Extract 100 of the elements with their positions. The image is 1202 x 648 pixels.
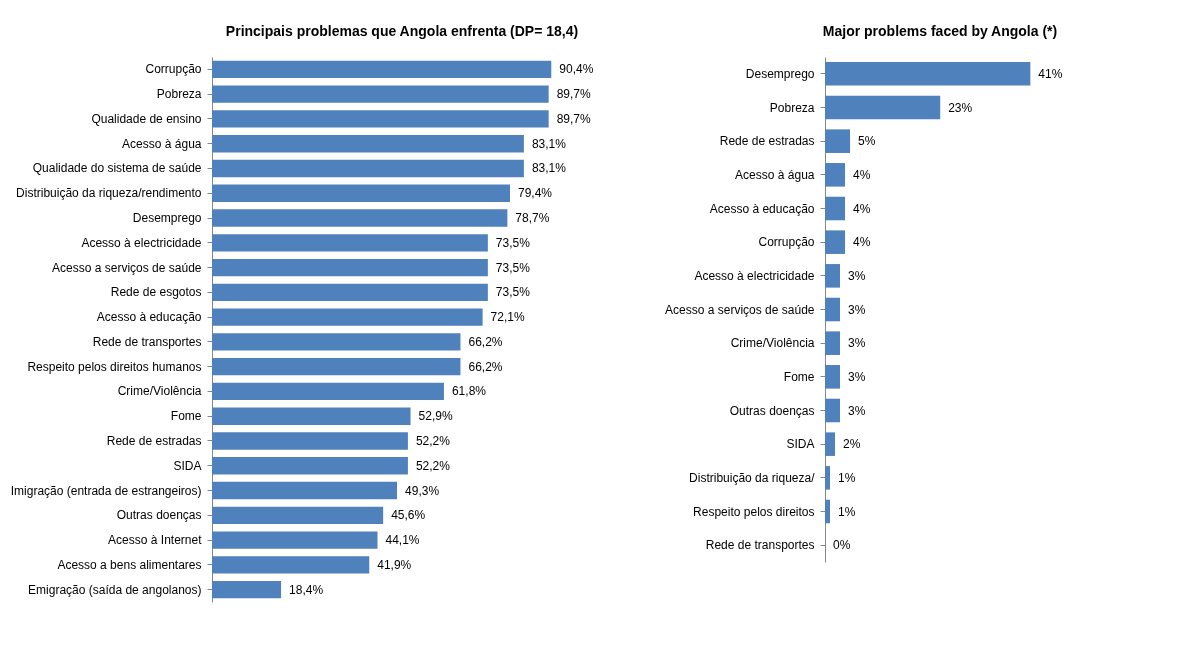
bar: [212, 457, 408, 475]
data-label: 3%: [848, 302, 866, 317]
data-label: 52,2%: [415, 458, 451, 473]
data-label: 61,8%: [451, 384, 487, 399]
data-label: 3%: [848, 336, 866, 351]
bar: [212, 258, 488, 277]
data-label: 3%: [848, 403, 866, 418]
data-label: 83,1%: [531, 136, 567, 151]
bar: [825, 95, 941, 120]
y-tick-label: Distribuição da riqueza/: [689, 470, 816, 485]
y-tick-label: Acesso à água: [122, 136, 202, 151]
data-label: 83,1%: [531, 161, 567, 176]
y-tick-label: Corrupção: [758, 235, 815, 250]
bar: [212, 407, 411, 425]
bar: [212, 234, 488, 252]
y-tick-label: Crime/Violência: [730, 336, 815, 351]
y-tick-label: Pobreza: [156, 87, 202, 102]
bar: [825, 365, 841, 389]
bar: [825, 398, 841, 423]
y-tick-label: Rede de estradas: [719, 134, 815, 149]
y-tick-label: SIDA: [173, 458, 202, 473]
bar: [212, 283, 488, 302]
y-tick-label: Imigração (entrada de estrangeiros): [10, 483, 202, 498]
y-tick-label: Acesso à educação: [96, 310, 202, 325]
bar: [212, 209, 508, 227]
bar: [212, 481, 398, 500]
bar: [825, 499, 831, 524]
y-tick-label: SIDA: [786, 437, 815, 452]
bar: [825, 163, 846, 187]
y-tick-label: Acesso a bens alimentares: [57, 557, 202, 572]
data-label: 18,4%: [289, 582, 324, 597]
bar: [212, 85, 549, 103]
bar: [212, 60, 552, 79]
bar: [212, 159, 524, 178]
y-tick-label: Outras doenças: [116, 508, 202, 523]
y-tick-label: Distribuição da riqueza/rendimento: [16, 186, 202, 201]
bar: [825, 62, 1031, 86]
bar: [212, 580, 282, 599]
y-tick-label: Fome: [170, 409, 202, 424]
data-label: 4%: [853, 201, 871, 216]
y-tick-label: Desemprego: [745, 66, 815, 81]
y-tick-label: Emigração (saída de angolanos): [28, 582, 202, 597]
bar: [212, 556, 370, 574]
data-label: 73,5%: [495, 285, 531, 300]
bar: [825, 432, 836, 456]
bar: [212, 135, 524, 153]
data-label: 72,1%: [490, 310, 525, 325]
bar: [212, 110, 549, 128]
data-label: 89,7%: [556, 111, 592, 126]
data-label: 44,1%: [385, 533, 420, 548]
bar: [825, 297, 841, 322]
data-label: 90,4%: [559, 62, 594, 77]
data-label: 73,5%: [495, 235, 531, 250]
y-tick-label: Acesso a serviços de saúde: [52, 260, 202, 275]
bar: [212, 333, 461, 351]
data-label: 4%: [853, 167, 871, 182]
bar: [825, 196, 846, 221]
y-tick-label: Outras doenças: [729, 403, 815, 418]
y-tick-label: Rede de esgotos: [110, 285, 202, 300]
bar: [212, 382, 444, 401]
data-label: 52,2%: [415, 433, 451, 448]
bar: [212, 184, 510, 202]
data-label: 45,6%: [391, 508, 426, 523]
data-label: 66,2%: [468, 359, 503, 374]
bar: [212, 357, 461, 376]
y-tick-label: Corrupção: [145, 62, 202, 77]
data-label: 78,7%: [515, 211, 550, 226]
bar: [825, 466, 831, 490]
y-tick-label: Acesso à água: [735, 167, 815, 182]
data-label: 3%: [848, 369, 866, 384]
y-tick-label: Rede de estradas: [106, 433, 202, 448]
bar: [212, 531, 378, 549]
bar: [825, 129, 851, 153]
data-label: 1%: [838, 504, 856, 519]
bar: [825, 230, 846, 254]
bar: [212, 506, 384, 524]
y-tick-label: Qualidade de ensino: [91, 111, 202, 126]
y-tick-label: Respeito pelos direitos: [693, 504, 815, 519]
y-tick-label: Respeito pelos direitos humanos: [27, 359, 202, 374]
y-tick-label: Crime/Violência: [117, 384, 202, 399]
y-tick-label: Qualidade do sistema de saúde: [32, 161, 202, 176]
data-label: 41%: [1038, 66, 1063, 81]
bar: [825, 331, 841, 355]
bar: [825, 264, 841, 288]
data-label: 1%: [838, 470, 856, 485]
chart-title: Principais problemas que Angola enfrenta (DP= 18,4): [225, 23, 579, 39]
y-tick-label: Acesso à educação: [709, 201, 815, 216]
data-label: 52,9%: [418, 409, 453, 424]
bar: [212, 308, 483, 326]
y-tick-label: Fome: [783, 369, 815, 384]
data-label: 89,7%: [556, 87, 592, 102]
data-label: 2%: [843, 437, 861, 452]
y-tick-label: Acesso à Internet: [108, 533, 203, 548]
data-label: 73,5%: [495, 260, 531, 275]
y-tick-label: Rede de transportes: [705, 538, 815, 553]
data-label: 49,3%: [405, 483, 440, 498]
y-tick-label: Acesso à electricidade: [81, 235, 202, 250]
data-label: 0%: [833, 538, 851, 553]
data-label: 5%: [858, 134, 876, 149]
y-tick-label: Desemprego: [132, 211, 202, 226]
